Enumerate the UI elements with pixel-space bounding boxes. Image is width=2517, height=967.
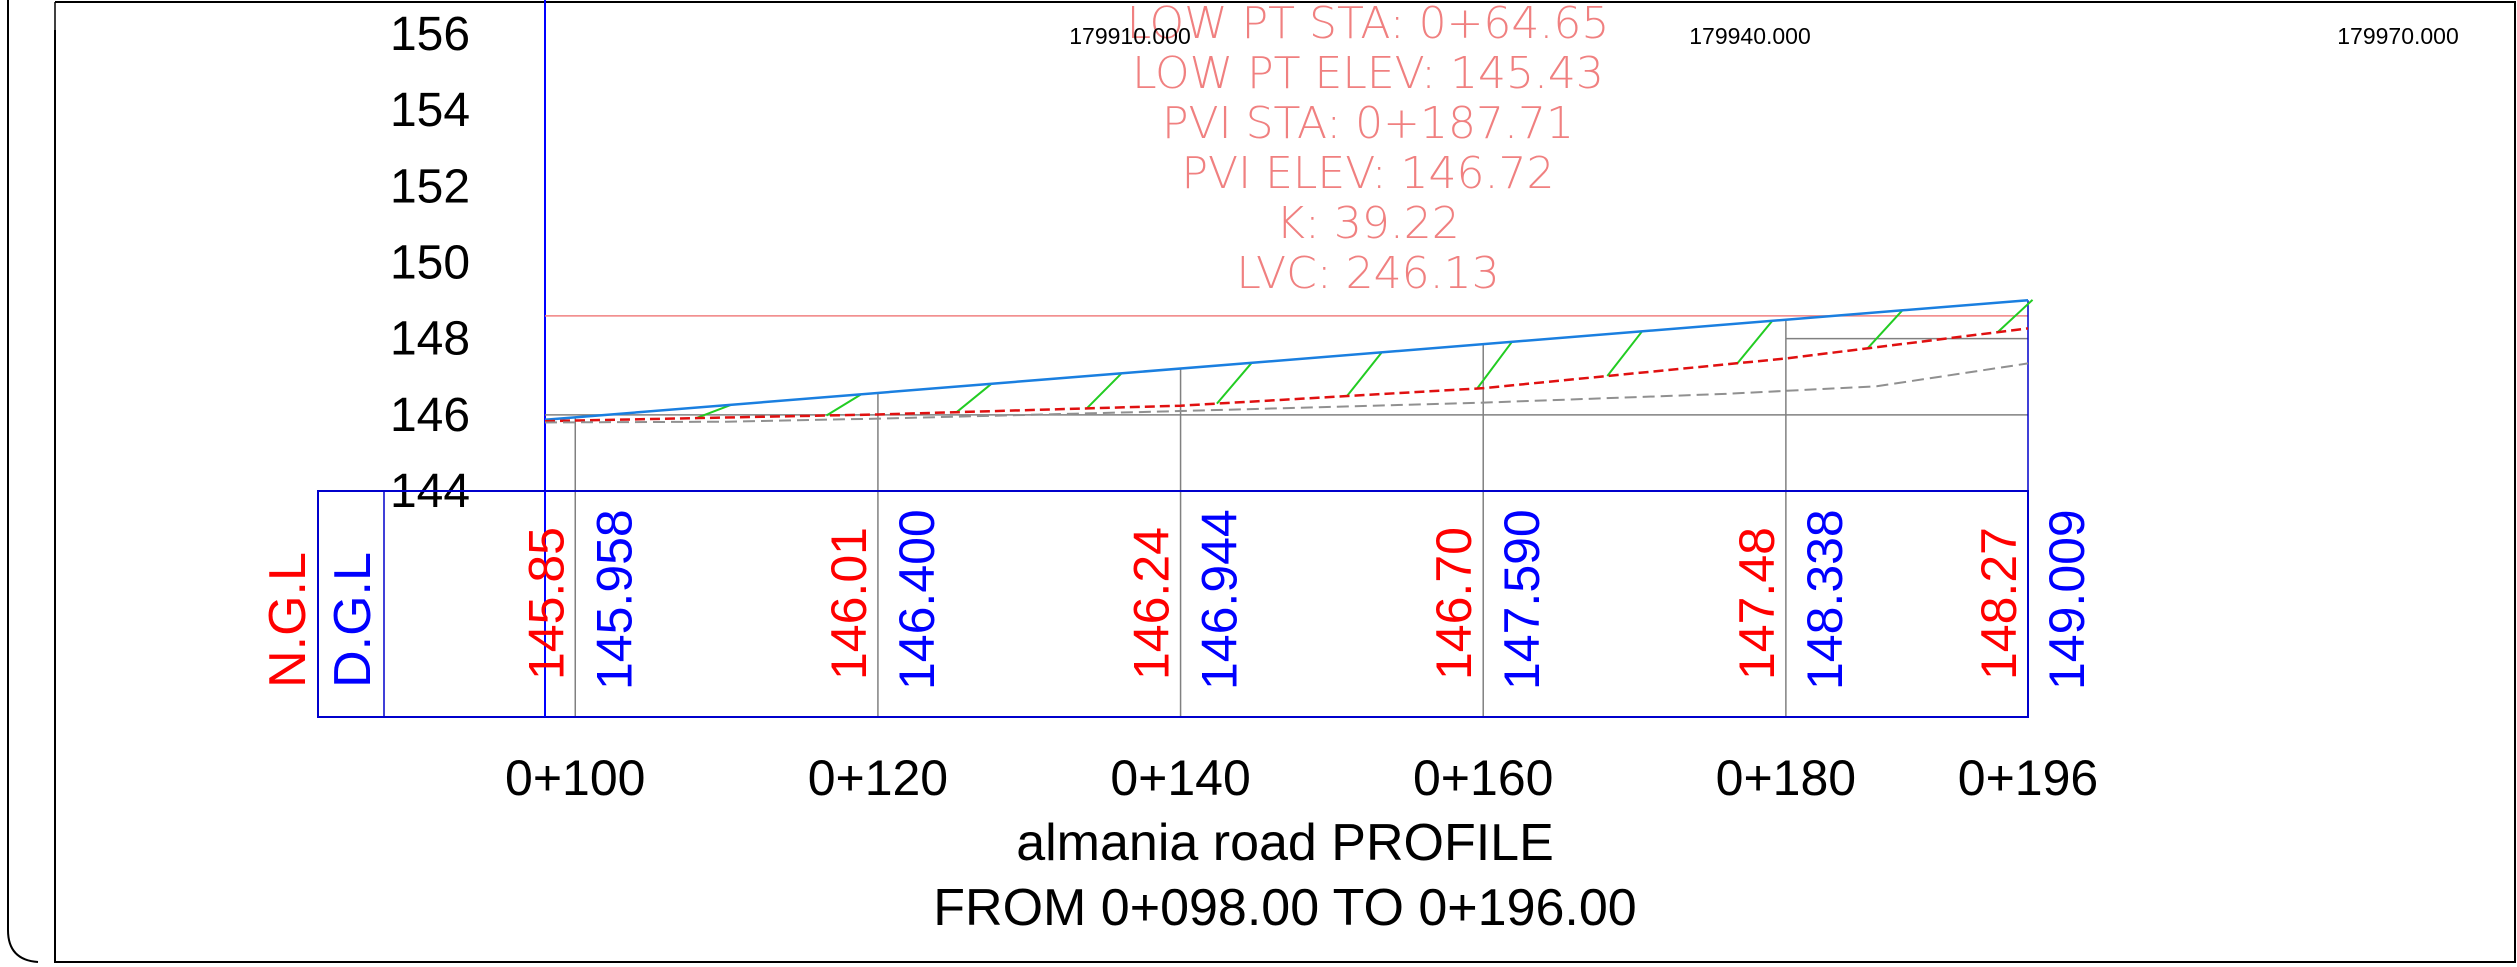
curve-data-line: K: 39.22: [1276, 198, 1460, 249]
dgl-value: 146.944: [1192, 509, 1248, 690]
dgl-value: 146.400: [889, 509, 945, 690]
curve-data-line: LOW PT ELEV: 145.43: [1132, 48, 1604, 99]
station-label: 0+120: [808, 750, 948, 806]
station-axis: 0+100 0+120 0+140 0+160 0+180 0+196: [505, 750, 2098, 806]
station-label: 0+196: [1958, 750, 2098, 806]
y-tick-label: 154: [390, 84, 470, 137]
dgl-value: 147.590: [1494, 509, 1550, 690]
profile-lines: [544, 298, 2029, 424]
hatch-mark: [1346, 351, 1383, 397]
station-label: 0+100: [505, 750, 645, 806]
hatch-mark: [1736, 320, 1774, 364]
dgl-value: 145.958: [586, 509, 642, 690]
band-label-dgl: D.G.L: [324, 552, 382, 688]
profile-subtitle: FROM 0+098.00 TO 0+196.00: [933, 879, 1636, 937]
y-tick-label: 152: [390, 160, 470, 213]
hatch-mark: [1086, 372, 1123, 410]
y-tick-label: 146: [390, 389, 470, 442]
coordinate-label: 179970.000: [2337, 23, 2459, 49]
hatch-mark: [1476, 341, 1513, 390]
profile-title: almania road PROFILE: [1016, 814, 1554, 872]
ngl-value: 146.01: [821, 527, 877, 680]
hatch-mark: [1216, 362, 1253, 405]
hatch-mark: [1997, 299, 2034, 333]
y-tick-label: 156: [390, 8, 470, 61]
ngl-value: 148.27: [1971, 527, 2027, 680]
cut-fill-hatch: [695, 299, 2034, 420]
hatch-mark: [1866, 309, 1904, 349]
data-band-table: N.G.L D.G.L 145.85 145.958 146.01 146.400 14…: [259, 490, 2095, 718]
station-label: 0+160: [1413, 750, 1553, 806]
ngl-value: 145.85: [518, 527, 574, 680]
y-tick-label: 150: [390, 237, 470, 290]
hatch-mark: [825, 393, 862, 417]
band-label-ngl: N.G.L: [259, 552, 317, 688]
hatch-mark: [695, 403, 732, 420]
y-tick-label: 148: [390, 313, 470, 366]
ngl-value: 147.48: [1729, 527, 1785, 680]
station-label: 0+140: [1110, 750, 1250, 806]
curve-data-line: PVI ELEV: 146.72: [1182, 148, 1555, 199]
coordinate-label: 179910.000: [1069, 23, 1191, 49]
dgl-value: 149.009: [2039, 509, 2095, 690]
series-line-existing: [544, 362, 2029, 424]
ngl-value: 146.24: [1124, 527, 1180, 680]
curve-data-line: PVI STA: 0+187.71: [1162, 98, 1574, 149]
dgl-value: 148.338: [1797, 509, 1853, 690]
ngl-value: 146.70: [1426, 527, 1482, 680]
series-line-design: [544, 298, 2029, 422]
station-label: 0+180: [1716, 750, 1856, 806]
hatch-mark: [1606, 330, 1643, 377]
coordinate-label: 179940.000: [1689, 23, 1811, 49]
table-frame: [317, 490, 2029, 718]
hatch-mark: [955, 383, 993, 413]
series-line-natural: [544, 327, 2029, 423]
curve-data-line: LVC: 246.13: [1236, 248, 1499, 299]
curve-data-line: LOW PT STA: 0+64.65: [1127, 0, 1610, 49]
